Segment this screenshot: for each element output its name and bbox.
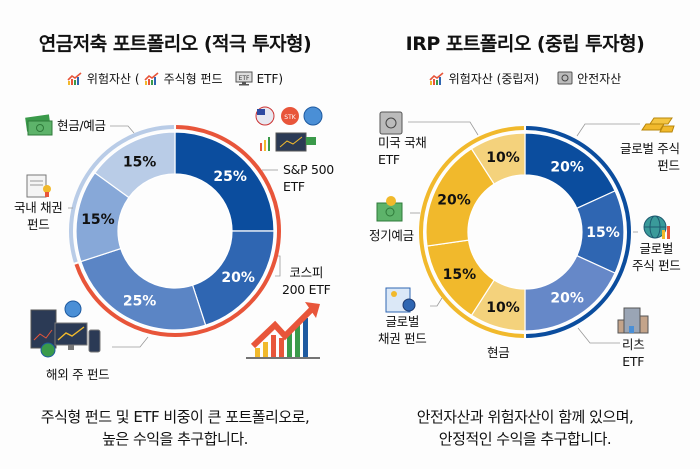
donut-slice (94, 131, 176, 199)
slice-value-label: 10% (486, 150, 520, 166)
label-global-bond-fund: 글로벌 채권 펀드 (378, 314, 427, 346)
growth-chart-icon (429, 71, 444, 85)
donut-slice (470, 132, 526, 185)
safe-icon (379, 111, 403, 135)
slice-value-label: 20% (221, 270, 255, 286)
group-ring-arc (69, 125, 174, 263)
label-overseas-stock-fund: 해외 주 펀드 (46, 367, 110, 382)
cash-icon (25, 114, 53, 136)
gold-bars-icon (641, 117, 675, 133)
growth-chart-icon (144, 71, 159, 85)
slice-value-label: 20% (437, 193, 471, 209)
etf-monitor-icon: ETF (235, 71, 253, 86)
legend-label: 주식형 펀드 (163, 72, 223, 86)
left-donut: 25% 20% 25% 15% 15% (69, 125, 281, 337)
bond-certificate-icon (385, 287, 416, 313)
label-us-treasury-etf: 미국 국채 ETF (378, 135, 427, 167)
group-ring-arc (419, 126, 524, 338)
global-devices-icon (30, 300, 101, 358)
label-sp500-etf: S&P 500 ETF (283, 162, 334, 194)
right-caption: 안전자산과 위험자산이 함께 있으며, 안정적인 수익을 추구합니다. (416, 408, 634, 448)
left-legend: 위험자산 ( 주식형 펀드 ETF ETF) (0, 70, 350, 87)
label-global-equity-fund-2: 글로벌 주식 펀드 (632, 241, 681, 273)
label-cash: 현금 (487, 345, 510, 360)
right-chart-title: IRP 포트폴리오 (중립 투자형) (405, 33, 645, 55)
globe-chart-icon (643, 215, 670, 239)
legend-label: 위험자산 (중립저) (448, 72, 540, 86)
leader-lines (68, 121, 640, 348)
slice-value-label: 10% (486, 300, 520, 316)
left-caption: 주식형 펀드 및 ETF 비중이 큰 포트폴리오로, 높은 수익을 추구합니다. (40, 408, 310, 448)
slice-value-label: 15% (81, 212, 115, 228)
slice-value-label: 20% (550, 159, 584, 175)
us-stock-globe-icon: STK (255, 106, 323, 152)
legend-label: 안전자산 (577, 72, 622, 86)
slice-value-label: 15% (443, 267, 477, 283)
growth-chart-icon (67, 71, 82, 85)
right-legend: 위험자산 (중립저) 안전자산 (350, 70, 700, 87)
group-ring-arc (526, 126, 631, 338)
left-chart-title: 연금저축 포트폴리오 (적극 투자형) (38, 33, 312, 55)
rising-chart-icon (246, 302, 320, 359)
slice-value-label: 15% (123, 155, 157, 171)
label-cash-deposit: 현금/예금 (57, 118, 106, 133)
legend-label: ETF) (256, 71, 284, 86)
bond-document-icon (26, 174, 51, 198)
group-ring-arc (74, 125, 281, 337)
slice-value-label: 15% (586, 225, 620, 241)
svg-text:STK: STK (284, 114, 296, 121)
slice-value-label: 20% (550, 291, 584, 307)
svg-text:ETF: ETF (238, 75, 249, 82)
label-domestic-bond-fund: 국내 채권 펀드 (14, 200, 63, 232)
label-kospi200-etf: 코스피 200 ETF (282, 265, 331, 297)
building-icon (617, 307, 649, 334)
label-reits-etf: 리츠 ETF (622, 337, 645, 369)
label-time-deposit: 정기예금 (369, 228, 414, 243)
slice-value-label: 25% (213, 169, 247, 185)
slice-value-label: 25% (123, 293, 157, 309)
label-global-equity-fund-1: 글로벌 주식 펀드 (620, 141, 680, 173)
safe-icon (557, 71, 573, 85)
legend-label: 위험자산 ( (86, 72, 140, 86)
donut-slice (80, 247, 207, 331)
savings-icon (376, 196, 403, 222)
right-donut: 20% 15% 20% 10% 15% 20% 10% (419, 126, 631, 338)
